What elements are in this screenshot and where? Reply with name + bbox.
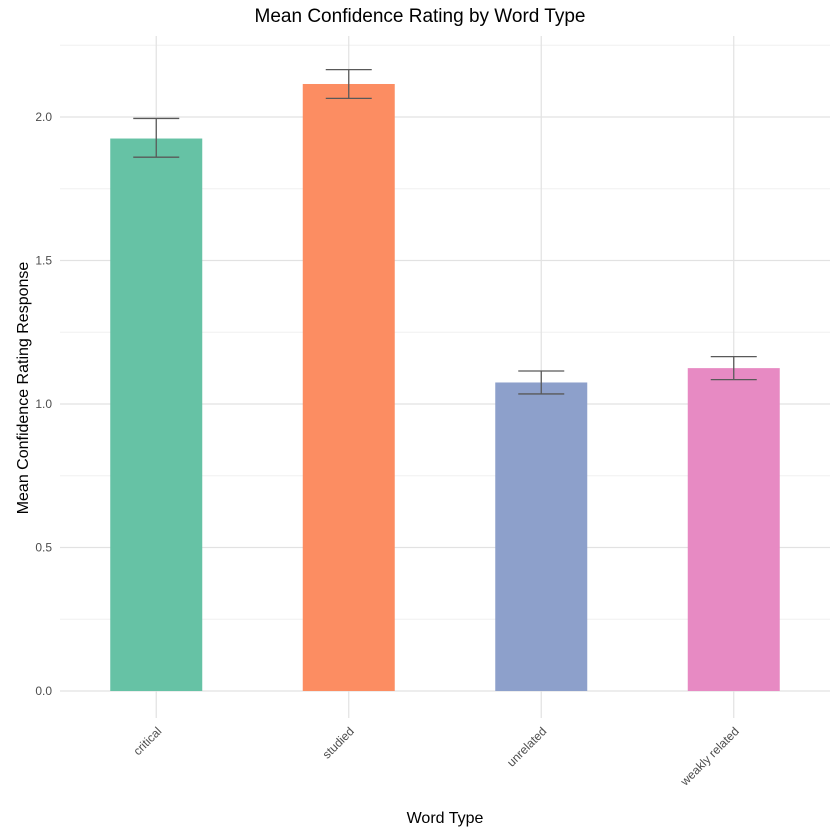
bar-studied — [302, 83, 395, 692]
y-tick-label: 1.5 — [35, 254, 52, 268]
bar-unrelated — [495, 382, 588, 691]
y-tick-label: 2.0 — [35, 110, 52, 124]
y-tick-label: 0.5 — [35, 541, 52, 555]
x-tick-label: weakly related — [677, 724, 742, 789]
y-axis-title: Mean Confidence Rating Response — [15, 261, 32, 515]
y-tick-label: 0.0 — [35, 684, 52, 698]
bar-critical — [110, 138, 203, 691]
y-tick-label: 1.0 — [35, 397, 52, 411]
x-tick-label: unrelated — [504, 724, 549, 769]
chart-title: Mean Confidence Rating by Word Type — [254, 6, 586, 27]
x-axis-title: Word Type — [406, 810, 484, 827]
bar-weakly-related — [687, 368, 780, 691]
x-tick-label: studied — [320, 724, 357, 761]
x-tick-label: critical — [130, 724, 164, 758]
